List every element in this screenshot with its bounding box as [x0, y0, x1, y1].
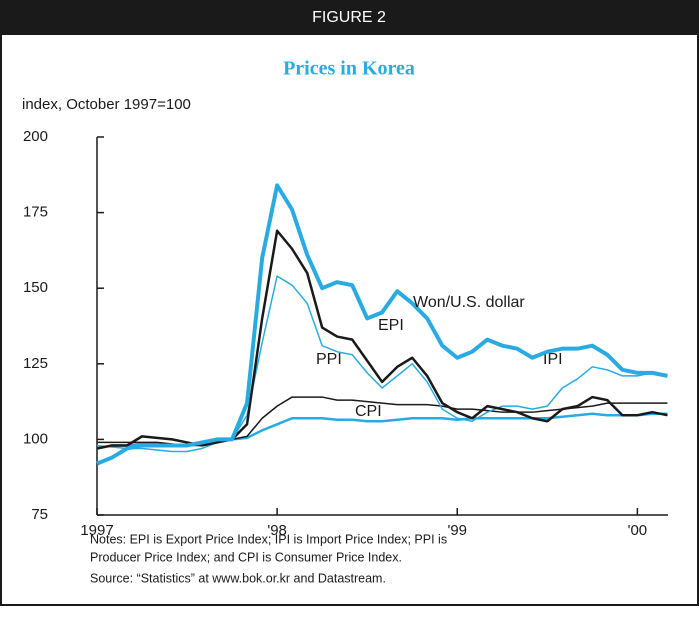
header-bar [0, 0, 699, 35]
note: Source: “Statistics” at www.bok.or.kr an… [90, 571, 386, 585]
y-tick-label: 125 [23, 355, 48, 372]
series-label: IPI [543, 351, 563, 368]
x-tick-label: '98 [267, 522, 287, 539]
frame [0, 0, 699, 606]
series-label: PPI [316, 351, 342, 368]
x-tick-label: '00 [628, 522, 648, 539]
series-label: CPI [355, 403, 382, 420]
note: Notes: EPI is Export Price Index; IPI is… [90, 532, 447, 546]
series-label: Won/U.S. dollar [413, 294, 525, 311]
y-tick-label: 175 [23, 204, 48, 221]
y-axis-label: index, October 1997=100 [22, 96, 191, 113]
series-line [96, 183, 668, 466]
x-tick-label: 1997 [80, 522, 113, 539]
chart-title: Prices in Korea [283, 58, 415, 80]
y-tick-label: 200 [23, 128, 48, 145]
y-tick-label: 100 [23, 430, 48, 447]
y-tick-label: 150 [23, 279, 48, 296]
note: Producer Price Index; and CPI is Consume… [90, 550, 402, 564]
series-line [96, 275, 668, 453]
series-label: EPI [378, 317, 404, 334]
y-tick-label: 75 [31, 506, 48, 523]
x-tick-label: '99 [447, 522, 467, 539]
figure-label: FIGURE 2 [312, 9, 386, 26]
